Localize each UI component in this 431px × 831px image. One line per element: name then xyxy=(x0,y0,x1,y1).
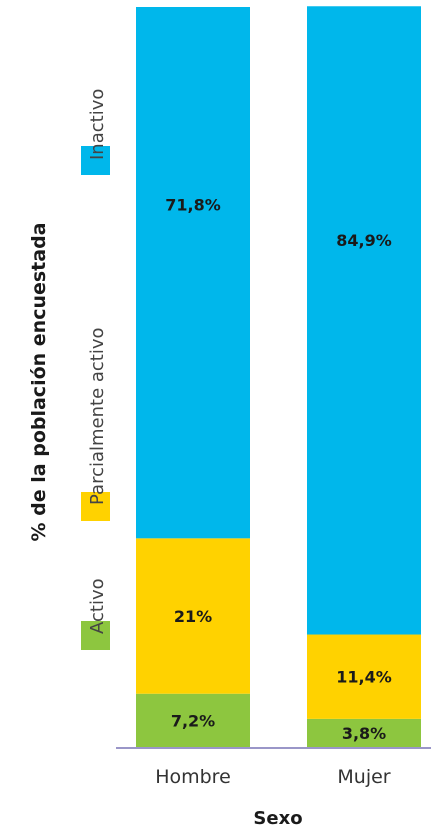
x-axis-title: Sexo xyxy=(253,808,302,829)
bar-hombre-0 xyxy=(136,693,250,747)
bar-mujer-2 xyxy=(307,6,421,635)
bar-mujer-0 xyxy=(307,718,421,747)
legend-label-0: Activo xyxy=(87,578,108,634)
bar-group: 7,2% 21% 71,8% 3,8% 11,4% 84,9% xyxy=(136,6,421,747)
data-label-mujer-2: 84,9% xyxy=(336,231,392,250)
data-label-hombre-2: 71,8% xyxy=(165,196,221,215)
x-tick-labels: Hombre Mujer xyxy=(155,766,391,788)
legend-label-1: Parcialmente activo xyxy=(87,327,108,505)
legend: Activo Parcialmente activo Inactivo xyxy=(81,89,110,650)
data-label-mujer-0: 3,8% xyxy=(342,724,386,743)
legend-swatch-1 xyxy=(81,492,110,521)
legend-label-2: Inactivo xyxy=(87,89,108,160)
y-axis-title: % de la población encuestada xyxy=(28,223,50,542)
legend-swatch-2 xyxy=(81,146,110,175)
bar-hombre-2 xyxy=(136,7,250,539)
data-label-hombre-0: 7,2% xyxy=(171,711,215,730)
legend-swatch-0 xyxy=(81,621,110,650)
bar-hombre-1 xyxy=(136,538,250,694)
data-label-mujer-1: 11,4% xyxy=(336,668,392,687)
data-label-hombre-1: 21% xyxy=(174,607,212,626)
x-tick-hombre: Hombre xyxy=(155,766,231,788)
bar-mujer-1 xyxy=(307,634,421,719)
x-tick-mujer: Mujer xyxy=(337,766,390,788)
